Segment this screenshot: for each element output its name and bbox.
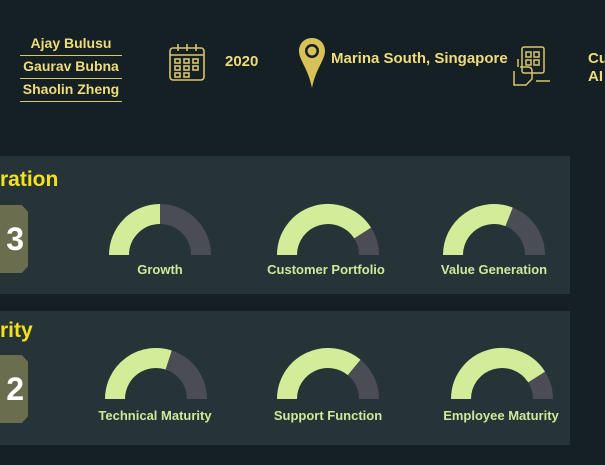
category-panel: ration 3 Growth Customer Portfolio Value… <box>0 156 570 294</box>
gauge-label: Technical Maturity <box>98 408 212 423</box>
author-name: Gaurav Bubna <box>20 56 122 79</box>
technology-hand-icon <box>513 46 550 86</box>
gauge-label: Growth <box>137 262 183 277</box>
truncated-heading-line: AI <box>588 68 603 85</box>
calendar-icon <box>169 44 205 81</box>
gauge-fill <box>451 348 546 400</box>
score-badge: 2 <box>0 355 28 423</box>
gauge-track <box>159 204 211 256</box>
header-bar: Ajay Bulusu Gaurav Bubna Shaolin Zheng 2… <box>0 0 605 130</box>
location-pin-icon <box>299 38 325 88</box>
gauge-chart <box>451 348 553 400</box>
author-name: Shaolin Zheng <box>20 79 122 102</box>
author-list: Ajay Bulusu Gaurav Bubna Shaolin Zheng <box>20 33 122 102</box>
year-text: 2020 <box>225 53 259 70</box>
gauge-chart <box>109 204 211 256</box>
gauge-chart <box>277 348 379 400</box>
gauge-fill <box>443 204 513 256</box>
gauge-chart <box>443 204 545 256</box>
gauge-fill <box>277 204 372 256</box>
gauge-chart <box>277 204 379 256</box>
truncated-heading-line: Cu <box>588 50 605 67</box>
gauge-label: Support Function <box>273 408 383 423</box>
gauge-label: Customer Portfolio <box>267 262 385 277</box>
gauge-label: Employee Maturity <box>443 408 559 423</box>
score-badge: 3 <box>0 205 28 273</box>
gauge-label: Value Generation <box>440 262 548 277</box>
gauge-track <box>353 227 379 256</box>
gauge-track <box>527 371 553 400</box>
gauge-track <box>347 359 379 400</box>
location-text: Marina South, Singapore <box>331 50 508 67</box>
gauge-fill <box>277 348 361 400</box>
category-panel: rity 2 Technical Maturity Support Functi… <box>0 311 570 445</box>
gauge-fill <box>109 204 161 256</box>
score-value: 2 <box>6 371 24 407</box>
gauge-fill <box>105 348 172 400</box>
gauge-track <box>504 207 545 256</box>
gauge-track <box>165 350 207 400</box>
panel-title: rity <box>0 319 33 342</box>
panel-title: ration <box>0 168 59 191</box>
truncated-heading: Cu AI <box>588 50 605 86</box>
author-name: Ajay Bulusu <box>20 33 122 56</box>
score-value: 3 <box>6 221 24 257</box>
gauge-chart <box>105 348 207 400</box>
